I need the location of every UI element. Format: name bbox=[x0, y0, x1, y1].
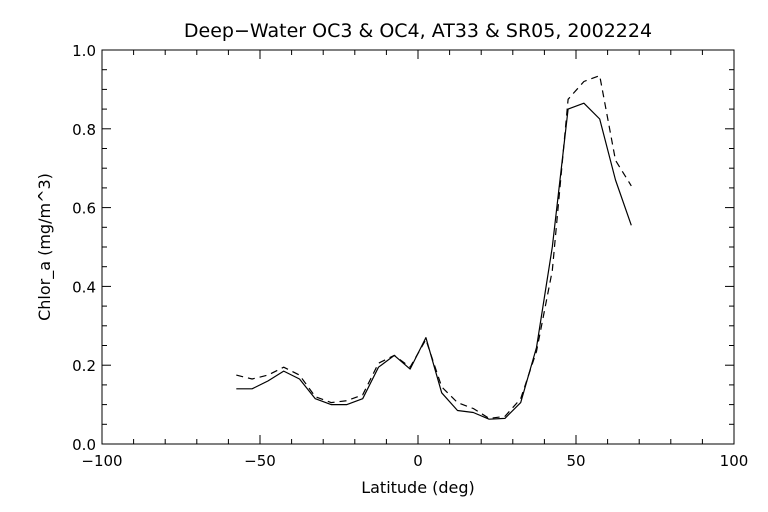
y-tick-label: 0.0 bbox=[72, 436, 96, 454]
y-tick-label: 0.8 bbox=[72, 121, 96, 139]
y-tick-label: 0.6 bbox=[72, 200, 96, 218]
axis-ticks bbox=[101, 49, 735, 445]
y-tick-label: 0.2 bbox=[72, 357, 96, 375]
tick-labels: −100 −50 0 50 100 0.0 0.2 0.4 0.6 0.8 1.0 bbox=[72, 42, 748, 470]
series-line-solid bbox=[236, 102, 632, 420]
y-axis-label: Chlor_a (mg/m^3) bbox=[35, 173, 55, 321]
x-tick-label: −100 bbox=[81, 452, 122, 470]
y-tick-label: 0.4 bbox=[72, 278, 96, 296]
series-layer bbox=[236, 74, 632, 420]
y-tick-label: 1.0 bbox=[72, 42, 96, 60]
x-tick-label: 100 bbox=[720, 452, 749, 470]
x-tick-label: 50 bbox=[566, 452, 585, 470]
plot-frame bbox=[101, 49, 735, 445]
chart-title: Deep−Water OC3 & OC4, AT33 & SR05, 20022… bbox=[184, 20, 652, 42]
x-tick-label: −50 bbox=[244, 452, 276, 470]
x-axis-label: Latitude (deg) bbox=[361, 478, 475, 497]
series-line-dashed bbox=[236, 74, 632, 419]
x-tick-label: 0 bbox=[413, 452, 423, 470]
